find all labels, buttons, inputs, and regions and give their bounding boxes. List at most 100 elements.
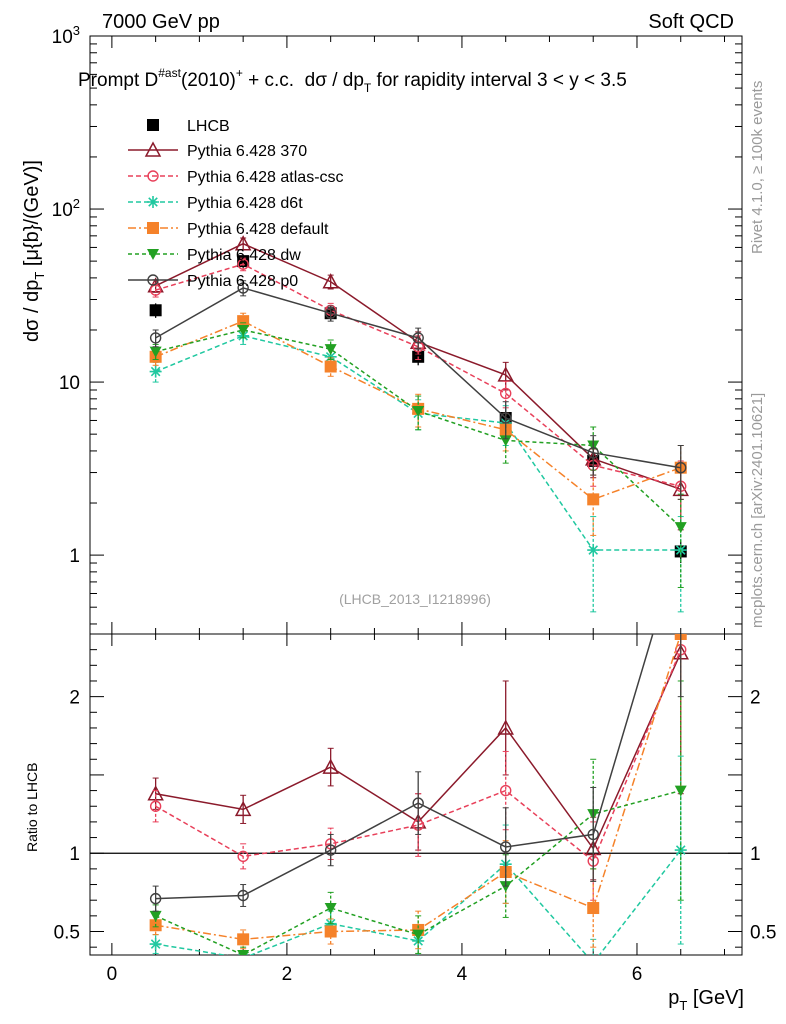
ratio-series-pythia-6-428-default: [149, 634, 687, 950]
series-line: [155, 335, 681, 551]
data-point: [324, 925, 337, 938]
ratio-plot-frame: 0 2 4 6 0.5 0.5 1 1 2 2: [54, 633, 776, 985]
y-tick-label: 102: [52, 196, 80, 221]
data-point: [237, 282, 249, 294]
data-point: [237, 315, 250, 328]
legend-entry: Pythia 6.428 d6t: [128, 195, 303, 212]
data-point: [412, 929, 425, 941]
x-tick-label: 0: [107, 964, 118, 985]
ratio-tick-label-right: 1: [750, 844, 761, 865]
data-point: [324, 307, 337, 319]
legend-label: Pythia 6.428 p0: [187, 273, 298, 290]
data-point: [497, 719, 514, 735]
data-point: [149, 938, 162, 951]
data-point: [324, 903, 337, 915]
y-tick-label: 10: [59, 373, 80, 394]
legend-entry: Pythia 6.428 default: [128, 221, 329, 238]
x-tick-label: 6: [632, 964, 643, 985]
data-point: [237, 933, 250, 946]
x-axis-label: pT [GeV]: [668, 987, 744, 1013]
data-point: [587, 493, 600, 506]
data-point: [234, 800, 252, 817]
data-point: [412, 797, 424, 809]
data-point: [234, 235, 252, 251]
legend-marker: [144, 141, 162, 157]
analysis-id: (LHCB_2013_I1218996): [339, 591, 491, 607]
legend-entry: Pythia 6.428 dw: [128, 247, 301, 264]
data-point: [500, 412, 512, 424]
data-point: [237, 258, 249, 270]
ratio-tick-label: 2: [69, 688, 80, 709]
energy-label: 7000 GeV pp: [102, 11, 220, 33]
ratio-axis-label: Ratio to LHCB: [24, 763, 40, 852]
y-axis-label: dσ / dpT [μ{b}/(GeV)]: [21, 160, 47, 342]
data-point: [149, 910, 162, 922]
data-point: [322, 758, 339, 774]
series-pythia-6-428-d6t: [149, 327, 687, 613]
legend-label: Pythia 6.428 dw: [187, 247, 301, 264]
data-point: [587, 828, 599, 841]
data-point: [237, 850, 249, 863]
legend-entry: Pythia 6.428 p0: [128, 273, 298, 290]
data-point: [149, 304, 162, 317]
legend-marker: [147, 196, 159, 208]
legend-label: Pythia 6.428 atlas-csc: [187, 169, 344, 186]
data-point: [674, 522, 687, 534]
x-tick-label: 4: [457, 964, 468, 985]
data-point: [322, 273, 339, 289]
data-point: [324, 360, 337, 373]
legend-marker: [147, 119, 159, 131]
legend-marker: [147, 274, 159, 286]
data-point: [500, 841, 512, 853]
ratio-series-pythia-6-428-p0: [149, 634, 684, 912]
data-point: [500, 387, 512, 400]
data-point: [149, 346, 162, 358]
legend-label: Pythia 6.428 370: [187, 143, 307, 160]
ratio-tick-label-right: 0.5: [750, 923, 776, 944]
series-pythia-6-428-p0: [149, 280, 687, 500]
legend-entry: LHCB: [147, 118, 230, 135]
legend-entry: Pythia 6.428 atlas-csc: [128, 169, 344, 186]
legend-label: LHCB: [187, 118, 230, 135]
data-point: [412, 406, 425, 418]
data-point: [674, 785, 687, 797]
legend-marker: [147, 222, 159, 234]
data-point: [500, 784, 512, 797]
legend-label: Pythia 6.428 d6t: [187, 195, 303, 212]
legend-marker: [147, 249, 159, 260]
main-plot-frame: 1 10 102 103: [52, 23, 743, 635]
ratio-tick-label-right: 2: [750, 688, 761, 709]
data-point: [499, 435, 512, 447]
series-pythia-6-428-atlas-csc: [149, 257, 687, 526]
process-label: Soft QCD: [648, 11, 734, 33]
data-point: [237, 889, 249, 902]
data-point: [324, 344, 337, 356]
data-point: [149, 284, 162, 296]
rivet-label: Rivet 4.1.0, ≥ 100k events: [749, 81, 766, 254]
data-point: [412, 332, 424, 344]
data-point: [587, 957, 599, 969]
legend: LHCB Pythia 6.428 370 Pythia 6.428 atlas-c…: [128, 118, 344, 290]
legend-marker: [147, 170, 159, 182]
data-point: [587, 447, 599, 459]
legend-entry: Pythia 6.428 370: [128, 141, 307, 160]
data-point: [149, 800, 162, 812]
mcplots-label: mcplots.cern.ch [arXiv:2401.10621]: [749, 393, 766, 628]
data-point: [149, 365, 162, 378]
ratio-tick-label: 0.5: [54, 923, 80, 944]
chart-title: Prompt D#ast(2010)+ + c.c. dσ / dpT for …: [78, 66, 627, 95]
data-point: [587, 902, 600, 915]
y-tick-label: 103: [52, 23, 80, 48]
data-point: [587, 544, 600, 557]
data-point: [237, 324, 250, 336]
data-point: [149, 892, 162, 905]
y-tick-label: 1: [69, 546, 80, 567]
x-tick-label: 2: [282, 964, 293, 985]
legend-label: Pythia 6.428 default: [187, 221, 329, 238]
data-point: [237, 950, 250, 955]
series-line: [155, 287, 681, 469]
ratio-axes-box: [89, 633, 743, 956]
data-point: [324, 844, 337, 856]
data-point: [149, 332, 162, 344]
